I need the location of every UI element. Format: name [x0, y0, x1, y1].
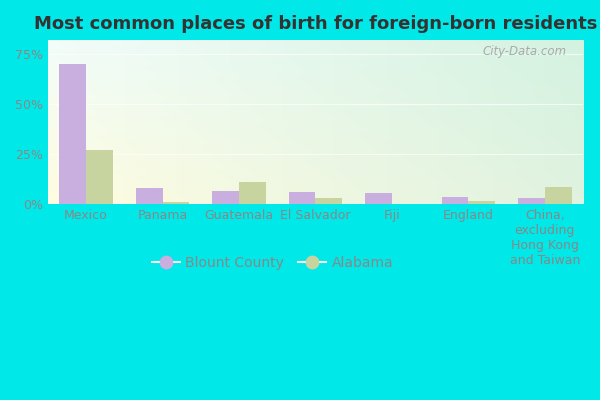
- Legend: Blount County, Alabama: Blount County, Alabama: [146, 251, 399, 276]
- Bar: [86, 150, 113, 204]
- Bar: [59, 64, 86, 204]
- Bar: [289, 192, 316, 204]
- Bar: [163, 202, 189, 204]
- Bar: [442, 197, 469, 204]
- Title: Most common places of birth for foreign-born residents: Most common places of birth for foreign-…: [34, 15, 597, 33]
- Bar: [239, 182, 266, 204]
- Bar: [316, 198, 342, 204]
- Bar: [518, 198, 545, 204]
- Text: City-Data.com: City-Data.com: [483, 45, 567, 58]
- Bar: [365, 193, 392, 204]
- Bar: [469, 201, 495, 204]
- Bar: [545, 187, 572, 204]
- Bar: [212, 191, 239, 204]
- Bar: [136, 188, 163, 204]
